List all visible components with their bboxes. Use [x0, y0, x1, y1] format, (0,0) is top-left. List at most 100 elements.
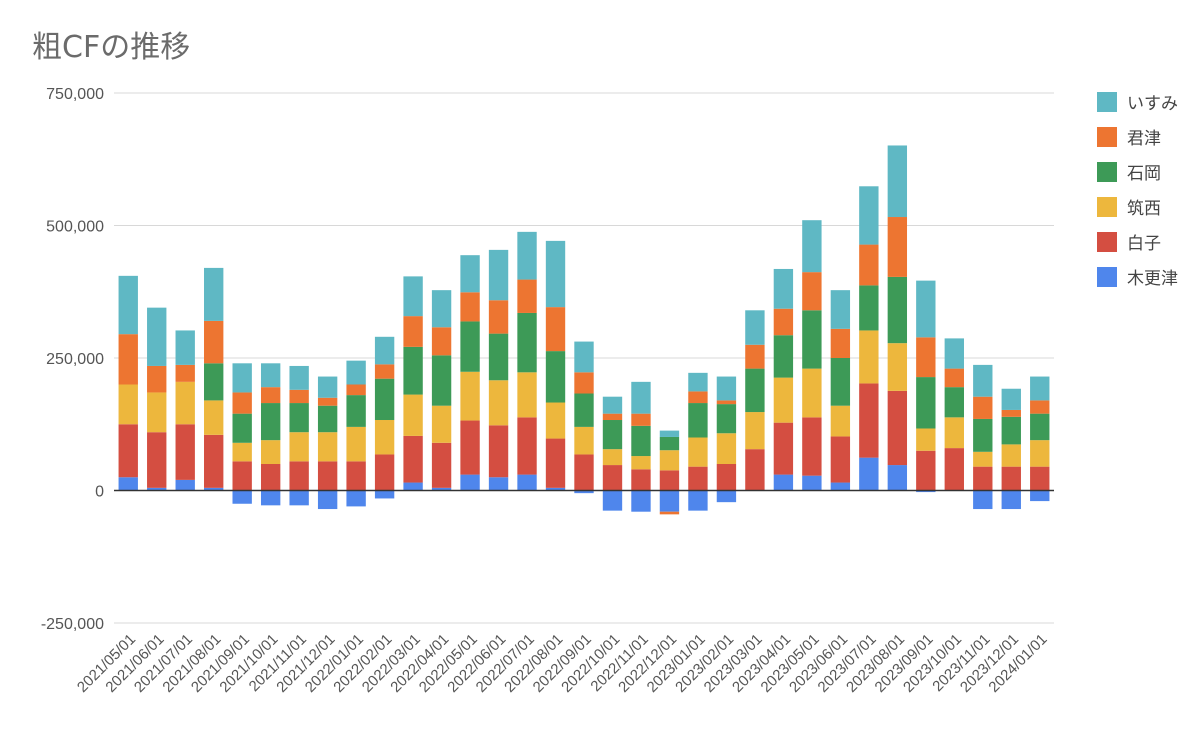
bar-segment	[317, 397, 338, 406]
bar-segment	[631, 469, 651, 491]
bar-segment	[1030, 466, 1050, 491]
bar-segment	[802, 368, 822, 418]
bar-segment	[403, 346, 423, 395]
bar-segment	[260, 387, 281, 404]
bar-segment	[232, 363, 252, 393]
bar-segment	[431, 290, 452, 328]
bar-segment	[545, 240, 566, 308]
bar-segment	[346, 395, 366, 427]
bar-segment	[317, 405, 338, 433]
legend-item: 筑西	[1097, 189, 1178, 224]
bar-segment	[574, 372, 594, 394]
bar-segment	[403, 435, 423, 483]
bar-segment	[773, 422, 794, 475]
legend-item: 白子	[1097, 224, 1178, 259]
bar-segment	[688, 490, 708, 511]
bar-segment	[147, 307, 167, 366]
bar-segment	[260, 490, 281, 506]
bar-segment	[887, 465, 908, 491]
bar-segment	[488, 425, 509, 478]
legend-label: 木更津	[1127, 269, 1178, 289]
bar-segment	[802, 272, 822, 311]
bar-segment	[147, 365, 167, 393]
bar-segment	[260, 363, 281, 388]
bar-segment	[1001, 388, 1021, 410]
bar-segment	[260, 440, 281, 464]
bar-segment	[602, 490, 623, 511]
bar-segment	[175, 330, 195, 365]
bar-segment	[887, 145, 908, 218]
bar-segment	[944, 417, 964, 449]
bar-segment	[716, 490, 737, 503]
bar-segment	[859, 457, 879, 491]
bar-segment	[374, 364, 395, 379]
bar-segment	[317, 490, 338, 510]
bar-segment	[1001, 466, 1021, 491]
bar-segment	[916, 280, 936, 338]
legend-item: 君津	[1097, 119, 1178, 154]
bar-segment	[830, 358, 851, 406]
bar-segment	[773, 308, 794, 336]
bar-segment	[147, 432, 167, 488]
bar-segment	[346, 490, 366, 507]
bar-segment	[859, 186, 879, 245]
bar-segment	[716, 404, 737, 434]
bar-segment	[545, 351, 566, 403]
bar-segment	[802, 417, 822, 476]
bar-segment	[916, 490, 936, 493]
bar-segment	[460, 371, 480, 421]
bar-segment	[118, 334, 138, 385]
bar-segment	[204, 400, 224, 435]
legend-item: 木更津	[1097, 259, 1178, 294]
bar-segment	[745, 412, 765, 450]
bar-segment	[602, 413, 623, 421]
bar-segment	[118, 275, 138, 335]
bar-segment	[403, 394, 423, 436]
bar-segment	[887, 343, 908, 391]
bar-segment	[745, 368, 765, 413]
bar-segment	[204, 434, 224, 488]
bar-segment	[1030, 440, 1050, 467]
bar-segment	[147, 487, 167, 491]
bar-segment	[802, 475, 822, 491]
bar-segment	[1030, 490, 1050, 502]
bar-segment	[688, 466, 708, 491]
bar-segment	[346, 461, 366, 491]
bar-segment	[602, 449, 623, 466]
bar-segment	[545, 402, 566, 439]
bar-segment	[118, 477, 138, 491]
y-tick-label: 0	[95, 484, 104, 501]
x-axis-tick-labels: 2021/05/012021/06/012021/07/012021/08/01…	[74, 631, 1051, 696]
bar-segment	[346, 384, 366, 396]
legend-swatch	[1097, 196, 1117, 217]
bar-segment	[204, 363, 224, 401]
bar-segment	[204, 320, 224, 364]
bar-segment	[1030, 400, 1050, 414]
bar-segment	[602, 420, 623, 450]
bar-segment	[1001, 444, 1021, 467]
bar-segment	[659, 490, 680, 512]
bar-segment	[317, 461, 338, 491]
bar-segment	[830, 290, 851, 329]
bar-segment	[488, 333, 509, 381]
bar-segment	[232, 392, 252, 414]
bar-segment	[545, 438, 566, 488]
bar-segment	[659, 450, 680, 471]
bar-segment	[716, 400, 737, 405]
bar-segment	[830, 405, 851, 437]
bar-segment	[317, 376, 338, 398]
bar-segment	[631, 413, 651, 426]
bar-segment	[1001, 409, 1021, 417]
chart-title: 粗CFの推移	[32, 30, 191, 65]
bar-segment	[773, 377, 794, 423]
bar-segment	[517, 231, 537, 280]
bar-segment	[260, 403, 281, 441]
bar-segment	[403, 276, 423, 317]
bar-segment	[346, 426, 366, 462]
bar-segment	[517, 372, 537, 418]
bar-segment	[545, 487, 566, 491]
bar-segment	[289, 403, 309, 433]
bar-segment	[488, 249, 509, 301]
bar-segment	[859, 285, 879, 331]
bar-segment	[147, 392, 167, 433]
